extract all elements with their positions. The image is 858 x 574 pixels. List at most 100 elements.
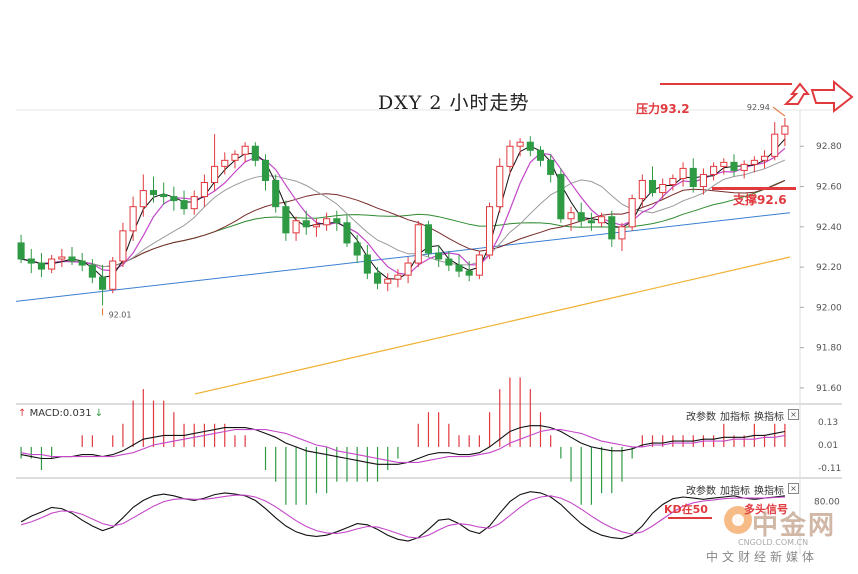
price-tick-label: 92.80 [816,142,842,152]
kd-tick-label: 80.00 [814,498,840,508]
watermark-logo-inner [732,514,744,526]
candle-body [251,145,259,161]
kd-note-a: KD在50 [664,503,708,516]
candle-body [587,220,595,224]
macd-header: ↑ MACD:0.031 ↓ [18,408,103,419]
candle-body [475,254,483,276]
candle-body [363,254,371,274]
candle-body [424,224,433,254]
ma-black-line [21,138,786,280]
candle-body [292,220,300,234]
kd-add-indicator-button[interactable]: 加指标 [720,486,750,497]
candle-body [384,278,392,284]
price-tick-label: 91.80 [816,344,842,354]
candle-body [720,161,728,167]
candle-body [618,226,626,240]
up-arrow-icon [783,82,811,105]
candle-body [404,262,412,276]
ma-purple-line [20,147,786,276]
candle-body [557,173,565,220]
candle-body [730,161,738,171]
kd-close-icon[interactable]: × [788,483,799,494]
candle-body [149,190,158,196]
candle-body [659,184,667,194]
candle-body [536,149,545,161]
candle-body [200,181,208,198]
candle-body [445,258,453,266]
candle-body [272,179,280,208]
candle-body [78,260,86,266]
candle-body [109,260,117,290]
kd-note-b: 多头 [744,503,766,516]
candle-body [333,218,341,224]
candle-body [221,159,229,167]
candle-body [58,256,66,260]
candle-body [669,177,677,186]
candle-body [486,206,494,256]
watermark-brand: 中金网 [752,511,837,541]
watermark-subtitle: 中文财经新媒体 [706,550,819,564]
candle-body [516,141,524,147]
price-tick-label: 91.60 [816,384,842,394]
high-marker-value: 92.94 [747,103,770,112]
candle-body [211,165,219,183]
price-tick-label: 92.40 [816,223,842,233]
candle-body [740,163,748,171]
right-arrow-icon [810,79,854,114]
candle-body [506,145,514,167]
candle-body [567,212,575,220]
candle-body [598,216,606,224]
candle-body [577,212,585,222]
candle-body [68,256,76,262]
macd-tick-label: -0.11 [818,464,841,474]
macd-up-arrow-icon: ↑ [18,408,27,419]
candle-body [608,216,616,240]
price-tick-label: 92.20 [816,263,842,273]
kd-d-line [20,494,785,539]
candle-body [99,276,107,290]
macd-down-arrow-icon: ↓ [94,408,104,419]
candle-body [180,200,188,210]
candle-body [119,230,127,262]
macd-dif-line [20,425,786,465]
kd-params-button[interactable]: 改参数 [686,486,716,497]
candle-body [710,165,718,175]
kd-k-line [20,491,785,542]
macd-add-indicator-button[interactable]: 加指标 [720,412,750,423]
kd-note-label-2: 多头信号 [744,501,788,517]
candle-body [302,220,310,228]
candle-body [282,206,290,234]
candle-body [312,224,320,228]
ma-orange-line [194,256,791,395]
candle-body [638,179,646,200]
high-marker-line [772,106,786,117]
macd-tick-label: 0.13 [818,418,838,428]
candle-body [760,155,769,161]
candle-body [373,272,382,284]
ma-gray-line [21,159,786,268]
candle-body [353,242,361,256]
kd-switch-indicator-button[interactable]: 换指标 [754,486,784,497]
macd-params-button[interactable]: 改参数 [686,412,716,423]
candle-body [496,165,504,208]
candle-body [394,274,402,280]
candle-body [648,179,657,194]
macd-close-icon[interactable]: × [788,409,799,420]
candle-body [679,167,687,179]
candle-body [750,159,758,165]
candle-body [231,153,239,161]
candle-body [139,190,147,208]
candle-body [781,125,789,135]
candle-body [414,224,422,264]
candle-body [241,145,249,155]
candle-body [689,167,697,188]
candle-body [129,206,137,232]
kd-note-label: KD在50 [664,501,708,517]
candle-body [48,258,56,270]
macd-switch-indicator-button[interactable]: 换指标 [754,412,784,423]
low-marker-value: 92.01 [109,310,132,319]
candle-body [190,196,198,210]
kd-note-c: 信号 [766,503,788,516]
candle-body [323,218,331,226]
